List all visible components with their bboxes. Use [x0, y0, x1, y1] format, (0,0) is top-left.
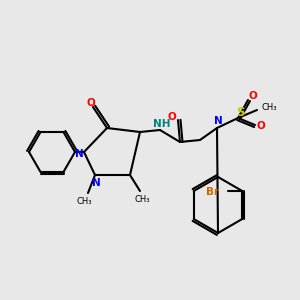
- Text: NH: NH: [153, 119, 171, 129]
- Text: N: N: [214, 116, 222, 126]
- Text: Br: Br: [206, 187, 219, 197]
- Text: N: N: [92, 178, 100, 188]
- Text: O: O: [249, 91, 257, 101]
- Text: CH₃: CH₃: [134, 194, 150, 203]
- Text: CH₃: CH₃: [261, 103, 277, 112]
- Text: S: S: [236, 106, 244, 119]
- Text: CH₃: CH₃: [76, 196, 92, 206]
- Text: O: O: [256, 121, 266, 131]
- Text: N: N: [75, 149, 83, 159]
- Text: O: O: [168, 112, 176, 122]
- Text: O: O: [87, 98, 95, 108]
